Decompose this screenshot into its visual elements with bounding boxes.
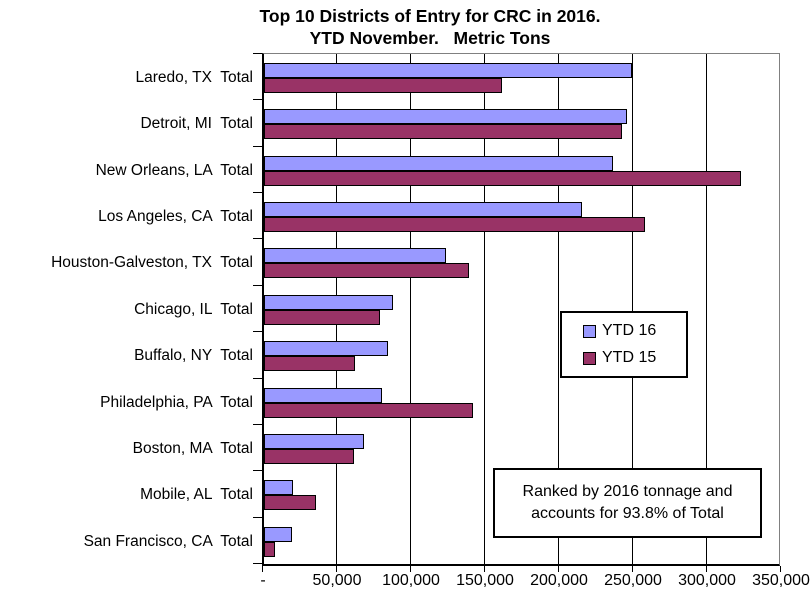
bar-ytd15-row7 — [264, 403, 473, 418]
y-axis-label: San Francisco, CA Total — [83, 533, 253, 550]
annotation-line2: accounts for 93.8% of Total — [531, 505, 724, 522]
bar-ytd16-row8 — [264, 434, 364, 449]
y-axis-label: New Orleans, LA Total — [95, 162, 253, 179]
category-tick — [253, 192, 262, 193]
chart-title-line2: YTD November. Metric Tons — [309, 28, 551, 48]
bar-ytd15-row0 — [264, 78, 502, 93]
bar-ytd15-row2 — [264, 171, 741, 186]
x-axis-label: 50,000 — [312, 572, 362, 589]
x-axis-tick — [632, 566, 633, 572]
chart-title-line1: Top 10 Districts of Entry for CRC in 201… — [259, 6, 601, 26]
legend-swatch-ytd15 — [583, 351, 596, 365]
bar-ytd16-row7 — [264, 388, 382, 403]
legend-swatch-ytd16 — [583, 324, 596, 338]
x-axis-label: 250,000 — [604, 572, 662, 589]
bar-ytd16-row6 — [264, 341, 388, 356]
category-tick — [253, 517, 262, 518]
category-tick — [253, 146, 262, 147]
x-axis-tick — [410, 566, 411, 572]
x-axis-tick — [706, 566, 707, 572]
x-axis-label: 150,000 — [456, 572, 514, 589]
category-tick — [253, 424, 262, 425]
x-axis-label: 100,000 — [382, 572, 440, 589]
bar-ytd15-row1 — [264, 124, 622, 139]
category-tick — [253, 53, 262, 54]
x-axis-tick — [336, 566, 337, 572]
y-axis-label: Houston-Galveston, TX Total — [51, 254, 253, 271]
x-axis-label: 300,000 — [678, 572, 736, 589]
gridline — [706, 54, 707, 564]
bar-ytd16-row2 — [264, 156, 613, 171]
bar-ytd16-row10 — [264, 527, 292, 542]
category-tick — [253, 99, 262, 100]
x-axis-label: 350,000 — [752, 572, 810, 589]
y-axis-label: Boston, MA Total — [132, 440, 253, 457]
y-axis-label: Los Angeles, CA Total — [98, 208, 253, 225]
y-axis-label: Mobile, AL Total — [140, 486, 253, 503]
category-tick — [253, 285, 262, 286]
bar-ytd15-row6 — [264, 356, 355, 371]
bar-ytd15-row4 — [264, 263, 469, 278]
category-tick — [253, 378, 262, 379]
bar-ytd15-row8 — [264, 449, 354, 464]
bar-ytd16-row3 — [264, 202, 582, 217]
x-axis-tick — [780, 566, 781, 572]
x-axis-tick — [262, 566, 263, 572]
y-axis-label: Laredo, TX Total — [135, 69, 253, 86]
y-axis-label: Detroit, MI Total — [140, 115, 253, 132]
legend-label-ytd16: YTD 16 — [602, 322, 657, 339]
legend-item-ytd15: YTD 15 — [583, 350, 686, 366]
bar-ytd16-row4 — [264, 248, 446, 263]
gridline — [558, 54, 559, 564]
bar-ytd16-row5 — [264, 295, 393, 310]
gridline — [410, 54, 411, 564]
legend-label-ytd15: YTD 15 — [602, 349, 657, 366]
category-tick — [253, 470, 262, 471]
bar-ytd16-row9 — [264, 480, 293, 495]
category-tick — [253, 563, 262, 564]
gridline — [484, 54, 485, 564]
annotation-box: Ranked by 2016 tonnage and accounts for … — [493, 468, 762, 538]
category-tick — [253, 331, 262, 332]
legend-item-ytd16: YTD 16 — [583, 323, 686, 339]
annotation-line1: Ranked by 2016 tonnage and — [522, 483, 733, 500]
bar-ytd16-row0 — [264, 63, 632, 78]
x-axis-label: - — [260, 572, 266, 589]
bar-ytd16-row1 — [264, 109, 627, 124]
x-axis-tick — [558, 566, 559, 572]
x-axis-tick — [484, 566, 485, 572]
y-axis-label: Chicago, IL Total — [134, 301, 253, 318]
bar-ytd15-row10 — [264, 542, 275, 557]
gridline — [632, 54, 633, 564]
bar-ytd15-row5 — [264, 310, 380, 325]
y-axis-label: Buffalo, NY Total — [134, 347, 253, 364]
y-axis-label: Philadelphia, PA Total — [100, 394, 253, 411]
x-axis-label: 200,000 — [530, 572, 588, 589]
legend: YTD 16 YTD 15 — [560, 311, 688, 378]
bar-ytd15-row3 — [264, 217, 645, 232]
bar-ytd15-row9 — [264, 495, 316, 510]
category-tick — [253, 238, 262, 239]
